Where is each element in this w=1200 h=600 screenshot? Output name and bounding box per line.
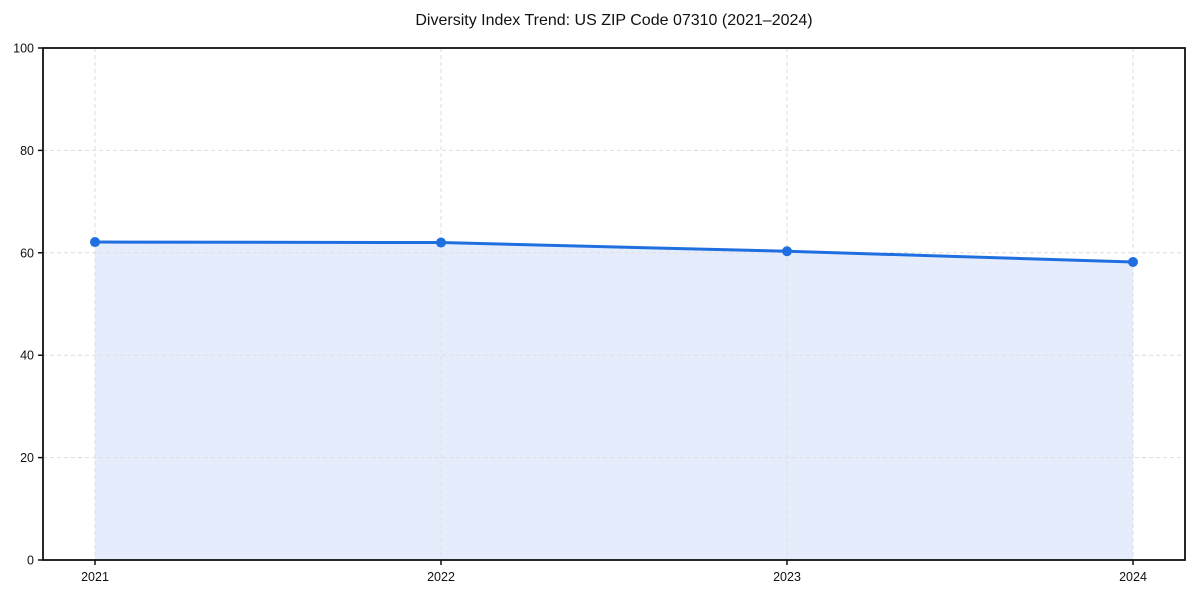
y-tick-label: 0 <box>27 554 34 568</box>
x-tick-label: 2024 <box>1119 570 1147 584</box>
data-point-marker <box>436 237 446 248</box>
area-fill <box>95 242 1133 560</box>
data-point-marker <box>90 237 100 248</box>
x-tick-label: 2023 <box>773 570 801 584</box>
y-tick-label: 100 <box>13 42 34 56</box>
y-tick-label: 40 <box>20 349 34 363</box>
plot-border <box>42 47 1186 561</box>
y-tick-label: 60 <box>20 246 34 260</box>
data-point-marker <box>1128 257 1138 268</box>
y-tick-label: 20 <box>20 451 34 465</box>
trend-line <box>93 240 1135 264</box>
data-point-marker <box>782 246 792 257</box>
x-tick-label: 2021 <box>81 570 109 584</box>
chart-title: Diversity Index Trend: US ZIP Code 07310… <box>415 12 813 29</box>
y-tick-label: 80 <box>20 144 34 158</box>
x-tick-label: 2022 <box>427 570 455 584</box>
